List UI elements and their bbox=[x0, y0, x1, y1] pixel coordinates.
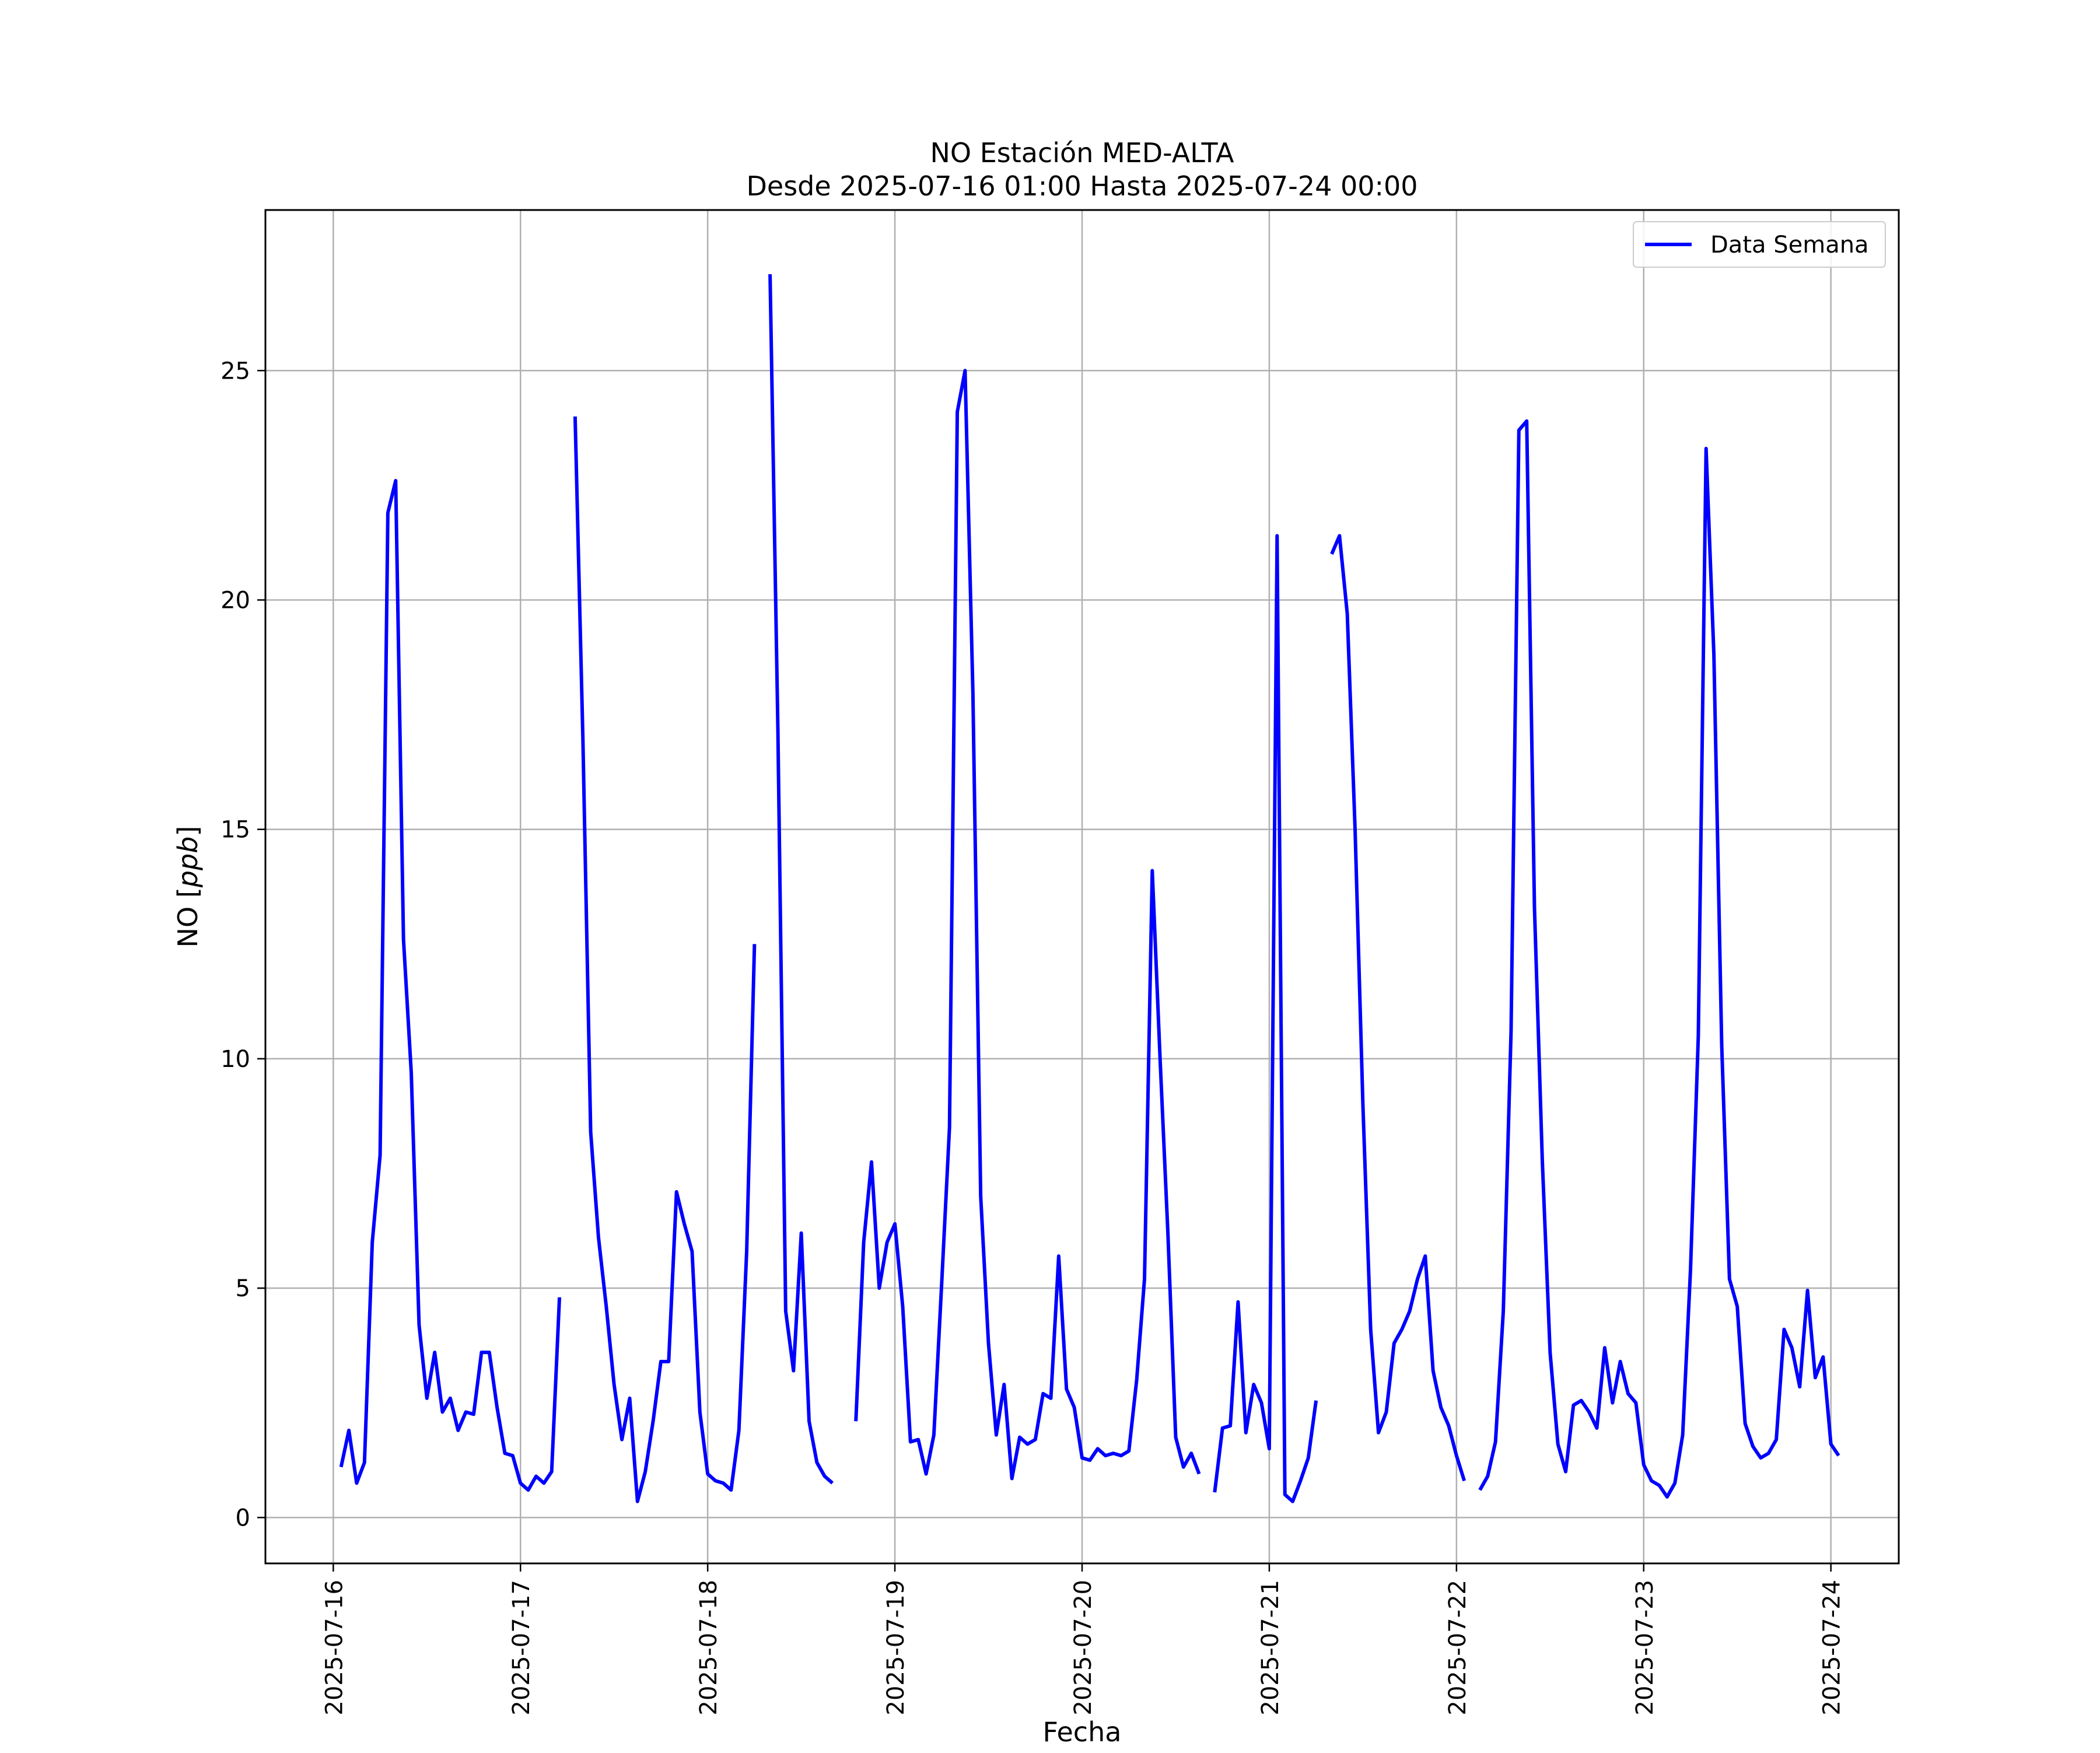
series-line-segment bbox=[1330, 534, 1466, 1482]
y-tick-label: 25 bbox=[220, 358, 250, 384]
legend-label: Data Semana bbox=[1710, 232, 1869, 258]
series-line-segment bbox=[768, 274, 834, 1485]
x-tick-label: 2025-07-16 bbox=[321, 1580, 348, 1715]
series-line-segment bbox=[854, 369, 1201, 1481]
x-tick-label: 2025-07-24 bbox=[1819, 1580, 1846, 1715]
grid-lines bbox=[265, 210, 1899, 1563]
y-tick-label: 15 bbox=[220, 817, 250, 844]
chart-title: NO Estación MED-ALTA bbox=[930, 137, 1234, 169]
x-tick-label: 2025-07-23 bbox=[1632, 1580, 1658, 1715]
legend: Data Semana bbox=[1633, 221, 1886, 268]
x-axis-label: Fecha bbox=[1043, 1716, 1122, 1748]
y-axis-label-close: ] bbox=[172, 826, 204, 837]
y-axis-label-unit: ppb bbox=[172, 837, 204, 888]
series-line-segment bbox=[1213, 534, 1318, 1503]
x-tick-label: 2025-07-17 bbox=[508, 1580, 535, 1715]
data-series bbox=[339, 274, 1840, 1503]
y-axis-label: NO [ppb] bbox=[172, 826, 204, 948]
series-line-segment bbox=[339, 479, 562, 1492]
chart-subtitle: Desde 2025-07-16 01:00 Hasta 2025-07-24 … bbox=[746, 170, 1418, 202]
series-line-segment bbox=[1478, 419, 1840, 1499]
series-line-segment bbox=[573, 416, 757, 1503]
x-axis-ticks: 2025-07-16 2025-07-17 2025-07-18 2025-07-19… bbox=[321, 1563, 1846, 1715]
x-tick-label: 2025-07-21 bbox=[1257, 1580, 1284, 1715]
x-tick-label: 2025-07-20 bbox=[1070, 1580, 1097, 1715]
y-tick-label: 20 bbox=[220, 587, 250, 614]
y-tick-label: 5 bbox=[236, 1275, 250, 1302]
y-axis-label-main: NO [ bbox=[172, 887, 204, 947]
y-axis-ticks: 0 5 10 15 20 25 bbox=[220, 358, 265, 1531]
x-tick-label: 2025-07-19 bbox=[883, 1580, 909, 1715]
x-tick-label: 2025-07-22 bbox=[1444, 1580, 1471, 1715]
legend-box bbox=[1633, 221, 1886, 268]
y-tick-label: 0 bbox=[236, 1504, 250, 1531]
y-tick-label: 10 bbox=[220, 1046, 250, 1073]
x-tick-label: 2025-07-18 bbox=[695, 1580, 722, 1715]
